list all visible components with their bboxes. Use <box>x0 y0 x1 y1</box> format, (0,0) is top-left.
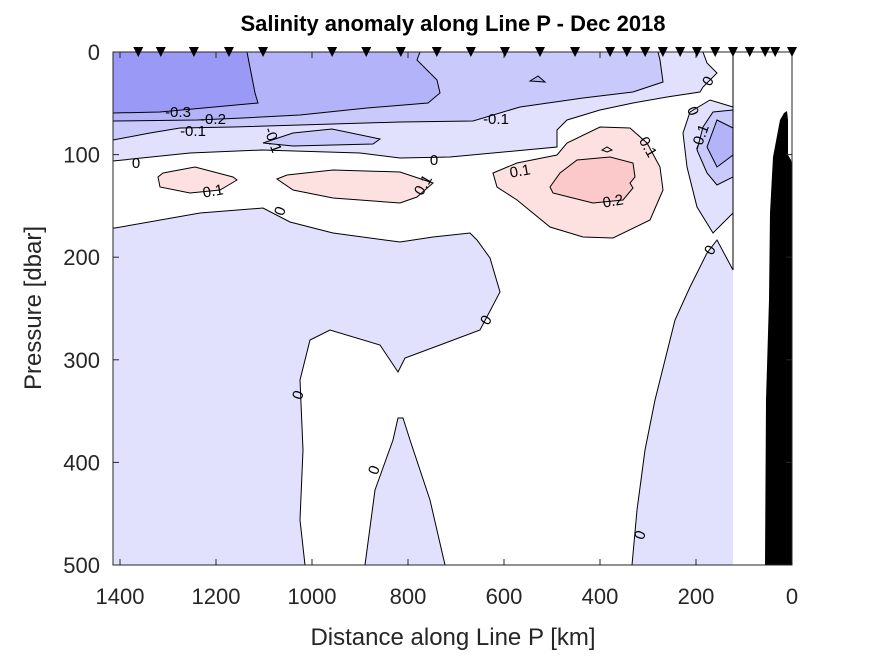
station-marker <box>657 47 668 57</box>
station-marker <box>188 47 199 57</box>
y-tick-label: 200 <box>63 245 100 270</box>
x-tick-label: 600 <box>486 584 523 609</box>
bathymetry-shape <box>765 111 792 565</box>
station-marker <box>621 47 632 57</box>
station-marker <box>133 47 144 57</box>
y-tick-label: 0 <box>88 40 100 65</box>
contour-label: 0 <box>430 152 438 169</box>
x-tick-label: 1000 <box>288 584 337 609</box>
contour-label: -0.3 <box>165 104 191 121</box>
station-marker <box>361 47 372 57</box>
contour-blob-pos0.1-a <box>157 166 238 194</box>
station-marker <box>710 47 721 57</box>
x-tick-label: 200 <box>678 584 715 609</box>
contour-island-neg0.1 <box>262 128 382 147</box>
contour-label: -0.1 <box>483 111 509 128</box>
y-tick-label: 300 <box>63 348 100 373</box>
station-marker <box>605 47 616 57</box>
station-marker <box>465 47 476 57</box>
station-marker <box>395 47 406 57</box>
station-marker <box>155 47 166 57</box>
x-tick-label: 1200 <box>192 584 241 609</box>
contour-label: 0.2 <box>601 191 624 211</box>
station-marker <box>675 47 686 57</box>
station-marker <box>570 47 581 57</box>
contour-island-pos0.1 <box>600 146 614 153</box>
y-tick-label: 100 <box>63 143 100 168</box>
station-marker <box>431 47 442 57</box>
y-tick-label: 400 <box>63 450 100 475</box>
y-tick-label: 500 <box>63 553 100 578</box>
station-marker <box>258 47 269 57</box>
x-tick-label: 1400 <box>96 584 145 609</box>
station-marker <box>223 47 234 57</box>
station-marker <box>770 47 781 57</box>
station-marker <box>744 47 755 57</box>
contour-label: -0.1 <box>180 123 206 140</box>
contour-blob-pos0.2 <box>549 156 636 204</box>
x-tick-label: 800 <box>390 584 427 609</box>
y-axis-label: Pressure [dbar] <box>20 226 47 390</box>
station-marker <box>499 47 510 57</box>
station-marker <box>327 47 338 57</box>
contour-label: 0.1 <box>201 181 224 201</box>
contour-island-neg0.2 <box>528 75 547 83</box>
station-marker <box>691 47 702 57</box>
station-marker <box>727 47 738 57</box>
contour-blob-neg0.2 <box>706 119 734 168</box>
contour-label: -0.2 <box>200 111 226 128</box>
x-tick-label: 400 <box>582 584 619 609</box>
chart-title: Salinity anomaly along Line P - Dec 2018 <box>240 11 665 36</box>
station-marker <box>760 47 771 57</box>
axes-box <box>112 51 793 566</box>
contour-label: 0 <box>132 155 140 172</box>
axes: 1400 1200 1000 800 600 400 200 0 0 100 200 300 400 50… <box>63 40 798 609</box>
station-marker <box>535 47 545 57</box>
x-axis-label: Distance along Line P [km] <box>310 624 595 651</box>
station-marker <box>640 47 651 57</box>
plot-area: -0.3 -0.2-0.1 -0.100.1 0.100-0.10.10.10.200… <box>112 51 792 566</box>
contour-label: 0.1 <box>508 161 531 181</box>
x-tick-label: 0 <box>786 584 798 609</box>
contour-blob-pos0.1-b <box>275 169 434 204</box>
station-marker <box>787 47 797 57</box>
